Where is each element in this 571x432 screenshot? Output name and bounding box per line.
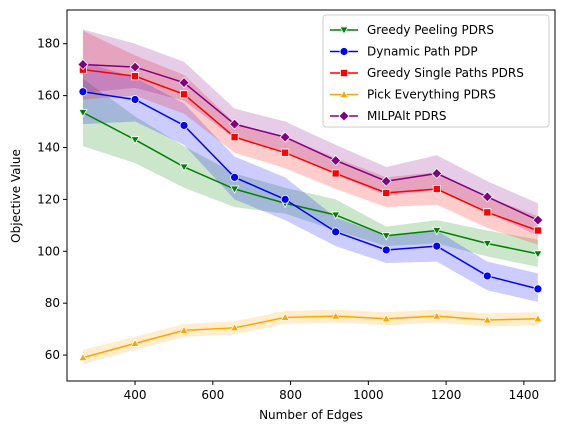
legend-label-milpalt-pdrs: MILPAlt PDRS	[367, 109, 447, 123]
point-dynamic-path-pdp	[281, 195, 289, 203]
band-pick-everything-pdrs	[83, 310, 538, 364]
legend-label-greedy-peeling-pdrs: Greedy Peeling PDRS	[367, 23, 494, 37]
point-greedy-single-paths-pdrs	[231, 134, 238, 141]
legend-label-greedy-single-paths-pdrs: Greedy Single Paths PDRS	[367, 66, 524, 80]
point-greedy-single-paths-pdrs	[332, 170, 339, 177]
y-tick-label: 80	[45, 296, 60, 310]
point-dynamic-path-pdp	[382, 246, 390, 254]
point-dynamic-path-pdp	[433, 242, 441, 250]
point-dynamic-path-pdp	[79, 88, 87, 96]
x-tick-label: 600	[201, 388, 224, 402]
y-tick-label: 140	[37, 141, 60, 155]
point-greedy-single-paths-pdrs	[534, 227, 541, 234]
y-tick-label: 100	[37, 244, 60, 258]
point-greedy-single-paths-pdrs	[282, 149, 289, 156]
y-axis-ticks: 60 80 100 120 140 160 180	[37, 37, 67, 362]
y-tick-label: 120	[37, 192, 60, 206]
point-greedy-single-paths-pdrs	[131, 73, 138, 80]
point-dynamic-path-pdp	[131, 96, 139, 104]
x-tick-label: 400	[124, 388, 147, 402]
x-tick-label: 1200	[431, 388, 462, 402]
point-greedy-single-paths-pdrs	[433, 185, 440, 192]
x-axis-ticks: 400 600 800 1000 1200 1400	[124, 381, 540, 402]
x-tick-label: 800	[279, 388, 302, 402]
point-dynamic-path-pdp	[332, 228, 340, 236]
point-dynamic-path-pdp	[231, 173, 239, 181]
point-greedy-single-paths-pdrs	[180, 91, 187, 98]
legend-marker-dynamic-path-pdp	[340, 48, 348, 56]
legend-marker-greedy-single-paths-pdrs	[340, 69, 347, 76]
point-dynamic-path-pdp	[534, 285, 542, 293]
point-greedy-single-paths-pdrs	[484, 209, 491, 216]
legend: Greedy Peeling PDRS Dynamic Path PDP Greed…	[323, 15, 549, 127]
legend-label-pick-everything-pdrs: Pick Everything PDRS	[367, 88, 496, 102]
y-axis-label: Objective Value	[9, 149, 23, 243]
y-tick-label: 60	[45, 348, 60, 362]
x-tick-label: 1000	[353, 388, 384, 402]
point-dynamic-path-pdp	[483, 272, 491, 280]
point-dynamic-path-pdp	[180, 121, 188, 129]
y-tick-label: 160	[37, 89, 60, 103]
y-tick-label: 180	[37, 37, 60, 51]
point-greedy-single-paths-pdrs	[383, 189, 390, 196]
x-tick-label: 1400	[509, 388, 540, 402]
x-axis-label: Number of Edges	[259, 408, 363, 422]
legend-label-dynamic-path-pdp: Dynamic Path PDP	[367, 45, 478, 59]
